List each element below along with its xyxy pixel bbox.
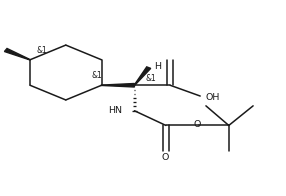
Text: OH: OH: [205, 93, 220, 102]
Polygon shape: [4, 48, 30, 60]
Text: H: H: [154, 62, 161, 71]
Text: &1: &1: [92, 71, 103, 80]
Polygon shape: [134, 67, 151, 85]
Polygon shape: [102, 83, 134, 87]
Text: O: O: [194, 120, 201, 129]
Text: HN: HN: [108, 106, 122, 115]
Text: O: O: [162, 153, 169, 162]
Text: &1: &1: [146, 74, 157, 83]
Text: &1: &1: [37, 46, 48, 55]
